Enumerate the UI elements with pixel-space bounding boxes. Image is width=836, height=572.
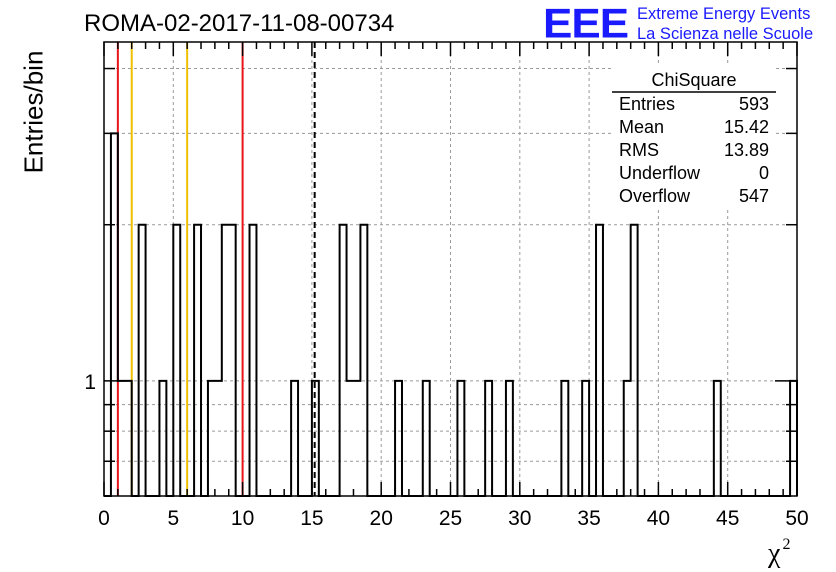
x-tick-label: 35 (577, 507, 600, 530)
eee-logo: EEE Extreme Energy Events La Scienza nel… (543, 2, 833, 46)
x-tick-label: 20 (370, 507, 393, 530)
x-tick-label: 50 (785, 507, 808, 530)
axes: 0 5 10 15 20 25 30 35 40 45 50 1 (84, 41, 809, 530)
reference-lines (116, 42, 316, 496)
x-tick-label: 45 (716, 507, 739, 530)
stats-value: 593 (739, 94, 769, 114)
x-tick-label: 25 (439, 507, 462, 530)
x-axis-label-sup: 2 (782, 536, 791, 553)
x-tick-label: 40 (647, 507, 670, 530)
y-tick-label: 1 (84, 371, 96, 394)
stats-value: 13.89 (724, 140, 769, 160)
stats-box: ChiSquare Entries 593 Mean 15.42 RMS 13.89 Unde… (612, 66, 776, 208)
stats-value: 0 (759, 163, 769, 183)
stats-title: ChiSquare (651, 70, 736, 90)
stats-label: Overflow (619, 186, 691, 206)
x-tick-label: 5 (167, 507, 179, 530)
logo-mark: EEE (543, 0, 629, 47)
stats-box-bg (612, 66, 776, 208)
x-tick-label: 15 (300, 507, 323, 530)
x-axis-label-base: χ (768, 538, 781, 569)
stats-label: RMS (619, 140, 659, 160)
stats-label: Underflow (619, 163, 701, 183)
stats-value: 547 (739, 186, 769, 206)
stats-value: 15.42 (724, 117, 769, 137)
x-tick-label: 10 (231, 507, 254, 530)
run-title: ROMA-02-2017-11-08-00734 (84, 10, 395, 37)
x-tick-label: 30 (508, 507, 531, 530)
stats-label: Entries (619, 94, 675, 114)
stats-label: Mean (619, 117, 664, 137)
x-tick-label: 0 (98, 507, 110, 530)
logo-line-1: Extreme Energy Events (637, 5, 811, 23)
logo-line-2: La Scienza nelle Scuole (637, 25, 814, 43)
